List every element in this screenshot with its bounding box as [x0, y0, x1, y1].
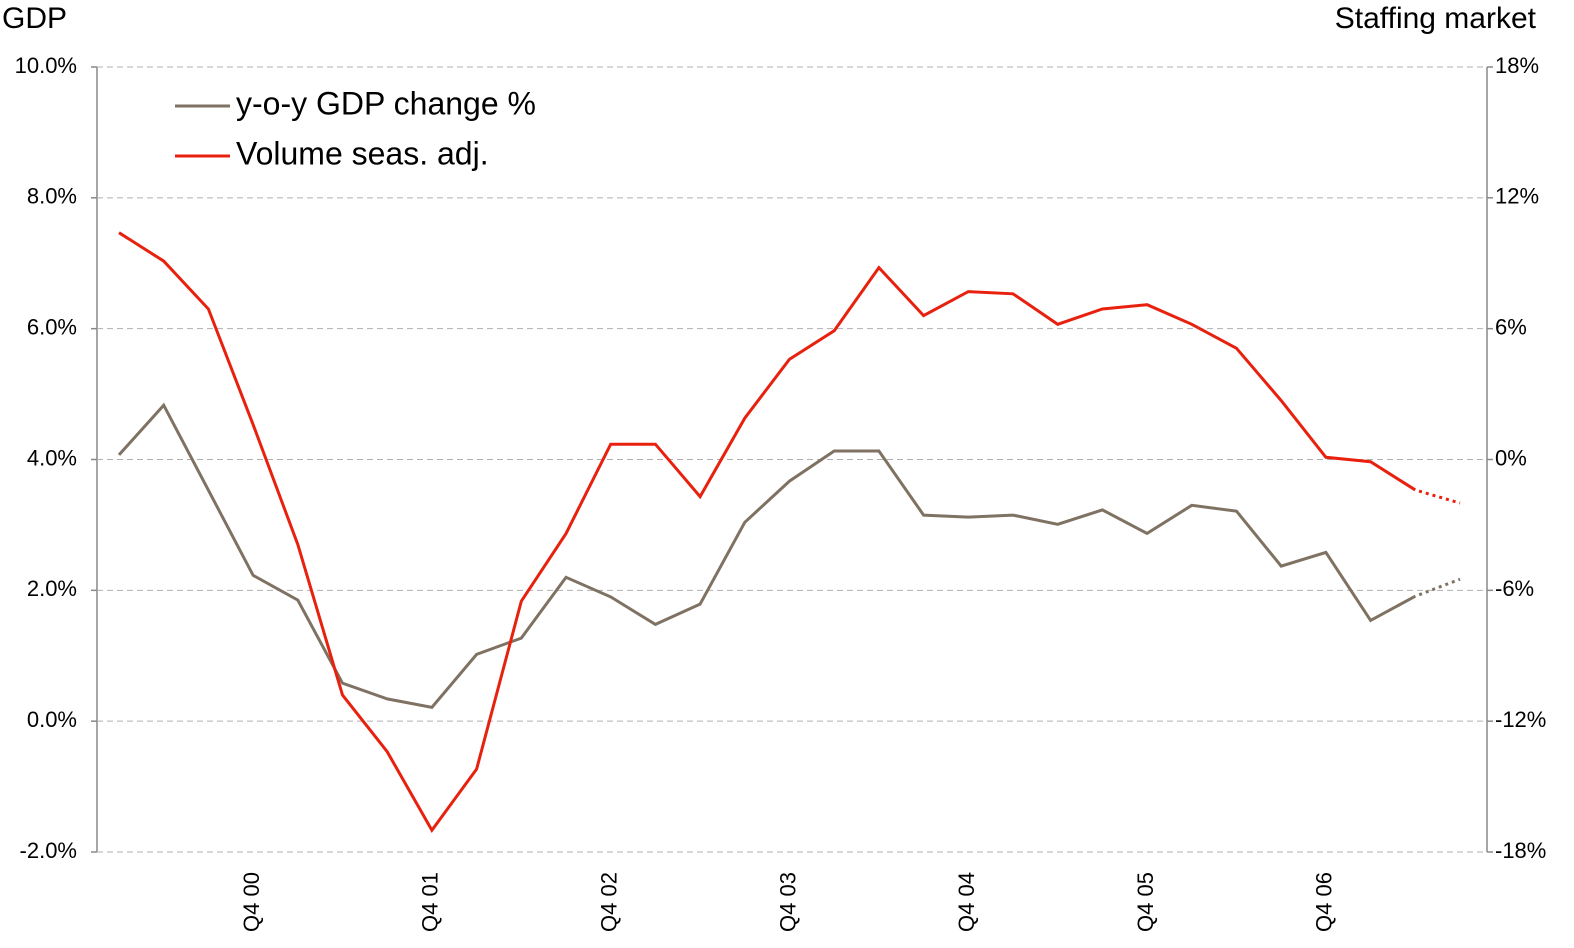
- y-tick-label: 0.0%: [27, 707, 77, 732]
- x-tick-label: Q4 01: [418, 872, 443, 932]
- x-tick-label: Q4 04: [954, 872, 979, 932]
- x-tick-label: Q4 00: [239, 872, 264, 932]
- y-tick-label: 10.0%: [15, 53, 77, 78]
- y2-tick-label: 0%: [1495, 445, 1527, 470]
- series-line: [117, 402, 1461, 710]
- legend-label: y-o-y GDP change %: [236, 85, 536, 121]
- y-tick-label: 6.0%: [27, 314, 77, 339]
- series-line: [118, 231, 1461, 833]
- y-axis-title: GDP: [2, 2, 67, 35]
- y2-axis-title: Staffing market: [1335, 2, 1537, 35]
- y-tick-label: 4.0%: [27, 445, 77, 470]
- y-tick-label: 8.0%: [27, 184, 77, 209]
- x-tick-label: Q4 03: [775, 872, 800, 932]
- y2-tick-label: 18%: [1495, 53, 1539, 78]
- y2-tick-label: -6%: [1495, 576, 1534, 601]
- y-tick-label: -2.0%: [20, 838, 77, 863]
- x-tick-label: Q4 06: [1312, 872, 1337, 932]
- y2-tick-label: -12%: [1495, 707, 1546, 732]
- y2-tick-label: 6%: [1495, 314, 1527, 339]
- y2-tick-label: 12%: [1495, 184, 1539, 209]
- x-tick-label: Q4 02: [597, 872, 622, 932]
- y-tick-label: 2.0%: [27, 576, 77, 601]
- x-tick-label: Q4 05: [1133, 872, 1158, 932]
- legend-label: Volume seas. adj.: [236, 135, 489, 171]
- y2-tick-label: -18%: [1495, 838, 1546, 863]
